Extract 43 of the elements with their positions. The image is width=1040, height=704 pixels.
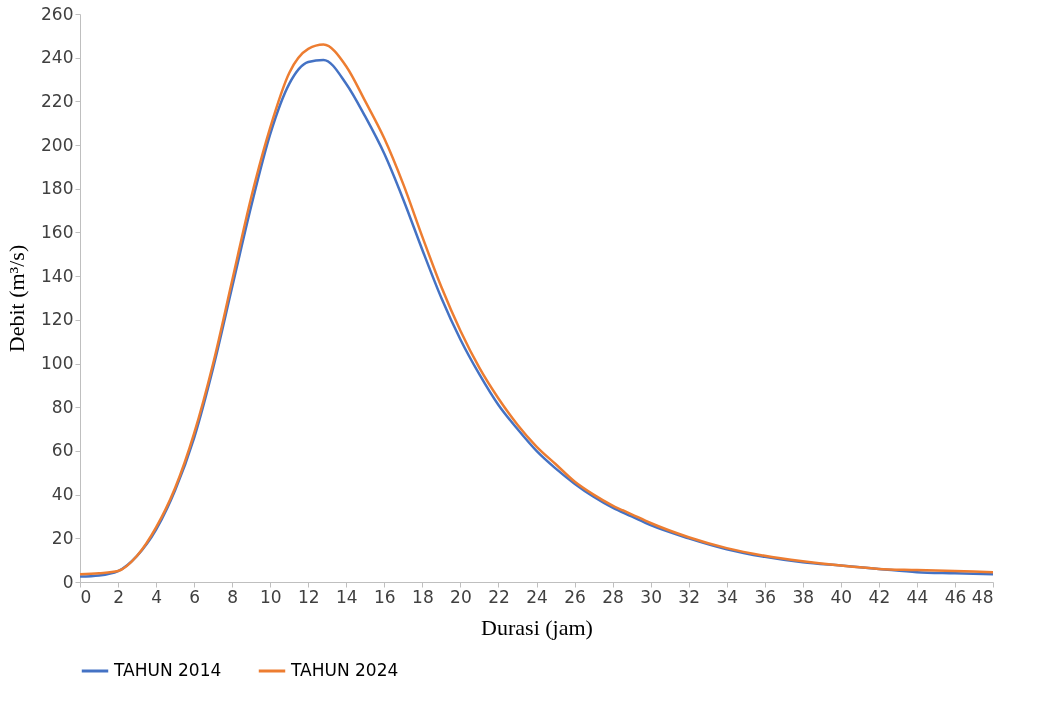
x-tick-label: 4	[151, 586, 162, 607]
y-tick-label: 80	[51, 396, 74, 417]
x-tick-label: 28	[602, 586, 624, 607]
x-tick-label: 6	[189, 586, 201, 607]
x-tick-label: 24	[526, 586, 548, 607]
x-axis-title: Durasi (jam)	[481, 614, 593, 640]
x-tick-label: 22	[488, 586, 510, 607]
x-tick-label: 30	[640, 586, 662, 607]
x-tick-label: 26	[564, 586, 586, 607]
y-tick-label: 0	[62, 571, 74, 592]
y-tick-label: 240	[41, 47, 74, 68]
x-tick-label: 10	[259, 586, 282, 607]
y-tick-label: 220	[41, 90, 74, 111]
x-tick-label: 2	[113, 586, 124, 607]
x-tick-label: 8	[227, 586, 239, 607]
x-tick-label: 20	[450, 586, 472, 607]
x-tick-label: 32	[678, 586, 700, 607]
y-tick-label: 40	[51, 484, 74, 505]
x-tick-label: 48	[971, 586, 994, 607]
x-tick-label: 40	[830, 586, 853, 607]
x-tick-label: 14	[335, 586, 358, 607]
x-tick-label: 46	[944, 586, 967, 607]
y-tick-label: 120	[41, 309, 74, 330]
x-tick-label: 16	[374, 586, 396, 607]
x-tick-label: 44	[906, 586, 929, 607]
y-tick-label: 140	[41, 265, 74, 286]
x-tick-label: 12	[297, 586, 320, 607]
x-tick-label: 36	[754, 586, 777, 607]
y-tick-label: 180	[41, 178, 74, 199]
y-axis-title: Debit (m³/s)	[4, 244, 30, 353]
legend-label: TAHUN 2014	[113, 660, 222, 680]
y-tick-label: 60	[51, 440, 74, 461]
legend-label: TAHUN 2024	[290, 660, 399, 680]
y-tick-label: 200	[41, 134, 74, 155]
y-tick-label: 160	[41, 221, 74, 242]
x-tick-label: 42	[868, 586, 891, 607]
x-tick-label: 34	[716, 586, 739, 607]
y-tick-label: 100	[41, 353, 74, 374]
x-tick-label: 38	[792, 586, 815, 607]
x-tick-label: 18	[412, 586, 434, 607]
y-tick-label: 20	[51, 527, 74, 548]
x-tick-label: 0	[80, 586, 92, 607]
y-tick-label: 260	[41, 3, 74, 24]
